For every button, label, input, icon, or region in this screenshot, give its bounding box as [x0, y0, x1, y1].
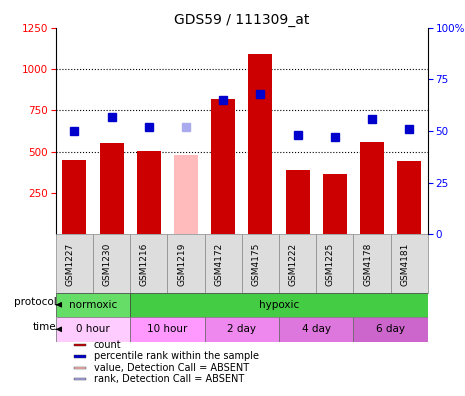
FancyBboxPatch shape	[130, 317, 205, 342]
Text: GSM1225: GSM1225	[326, 243, 335, 286]
Text: GSM1227: GSM1227	[66, 243, 74, 286]
Bar	[74, 378, 86, 380]
Text: count: count	[93, 340, 121, 350]
Text: protocol: protocol	[14, 297, 57, 307]
Text: GSM1222: GSM1222	[289, 243, 298, 286]
Bar	[174, 155, 198, 234]
Text: GSM4175: GSM4175	[252, 243, 260, 286]
Text: hypoxic: hypoxic	[259, 300, 299, 310]
Bar	[100, 143, 124, 234]
FancyBboxPatch shape	[205, 317, 279, 342]
FancyBboxPatch shape	[167, 234, 205, 293]
FancyBboxPatch shape	[93, 234, 130, 293]
Bar	[360, 142, 384, 234]
FancyBboxPatch shape	[56, 317, 130, 342]
Text: GSM1230: GSM1230	[103, 243, 112, 286]
Text: 4 day: 4 day	[302, 324, 331, 334]
FancyBboxPatch shape	[279, 317, 353, 342]
FancyBboxPatch shape	[205, 234, 242, 293]
Text: GSM4181: GSM4181	[400, 243, 409, 286]
Bar	[74, 367, 86, 369]
Bar	[137, 151, 161, 234]
FancyBboxPatch shape	[56, 234, 93, 293]
Text: 6 day: 6 day	[376, 324, 405, 334]
Bar	[74, 356, 86, 358]
Bar	[62, 160, 86, 234]
FancyBboxPatch shape	[130, 234, 167, 293]
Text: 2 day: 2 day	[227, 324, 256, 334]
Text: value, Detection Call = ABSENT: value, Detection Call = ABSENT	[93, 363, 249, 373]
Text: GSM4178: GSM4178	[363, 243, 372, 286]
Bar	[286, 170, 310, 234]
Text: 10 hour: 10 hour	[147, 324, 187, 334]
Bar	[74, 344, 86, 346]
Bar	[397, 161, 421, 234]
Bar	[323, 174, 347, 234]
Bar	[248, 54, 272, 234]
Title: GDS59 / 111309_at: GDS59 / 111309_at	[174, 13, 310, 27]
FancyBboxPatch shape	[353, 234, 391, 293]
Bar	[211, 99, 235, 234]
Text: GSM1216: GSM1216	[140, 243, 149, 286]
FancyBboxPatch shape	[353, 317, 428, 342]
FancyBboxPatch shape	[56, 293, 130, 317]
Text: 0 hour: 0 hour	[76, 324, 110, 334]
FancyBboxPatch shape	[316, 234, 353, 293]
Text: GSM1219: GSM1219	[177, 243, 186, 286]
FancyBboxPatch shape	[279, 234, 316, 293]
Text: time: time	[33, 322, 57, 332]
Text: normoxic: normoxic	[69, 300, 117, 310]
Text: rank, Detection Call = ABSENT: rank, Detection Call = ABSENT	[93, 374, 244, 384]
Text: GSM4172: GSM4172	[214, 243, 223, 286]
FancyBboxPatch shape	[391, 234, 428, 293]
Text: percentile rank within the sample: percentile rank within the sample	[93, 352, 259, 362]
FancyBboxPatch shape	[130, 293, 428, 317]
FancyBboxPatch shape	[242, 234, 279, 293]
